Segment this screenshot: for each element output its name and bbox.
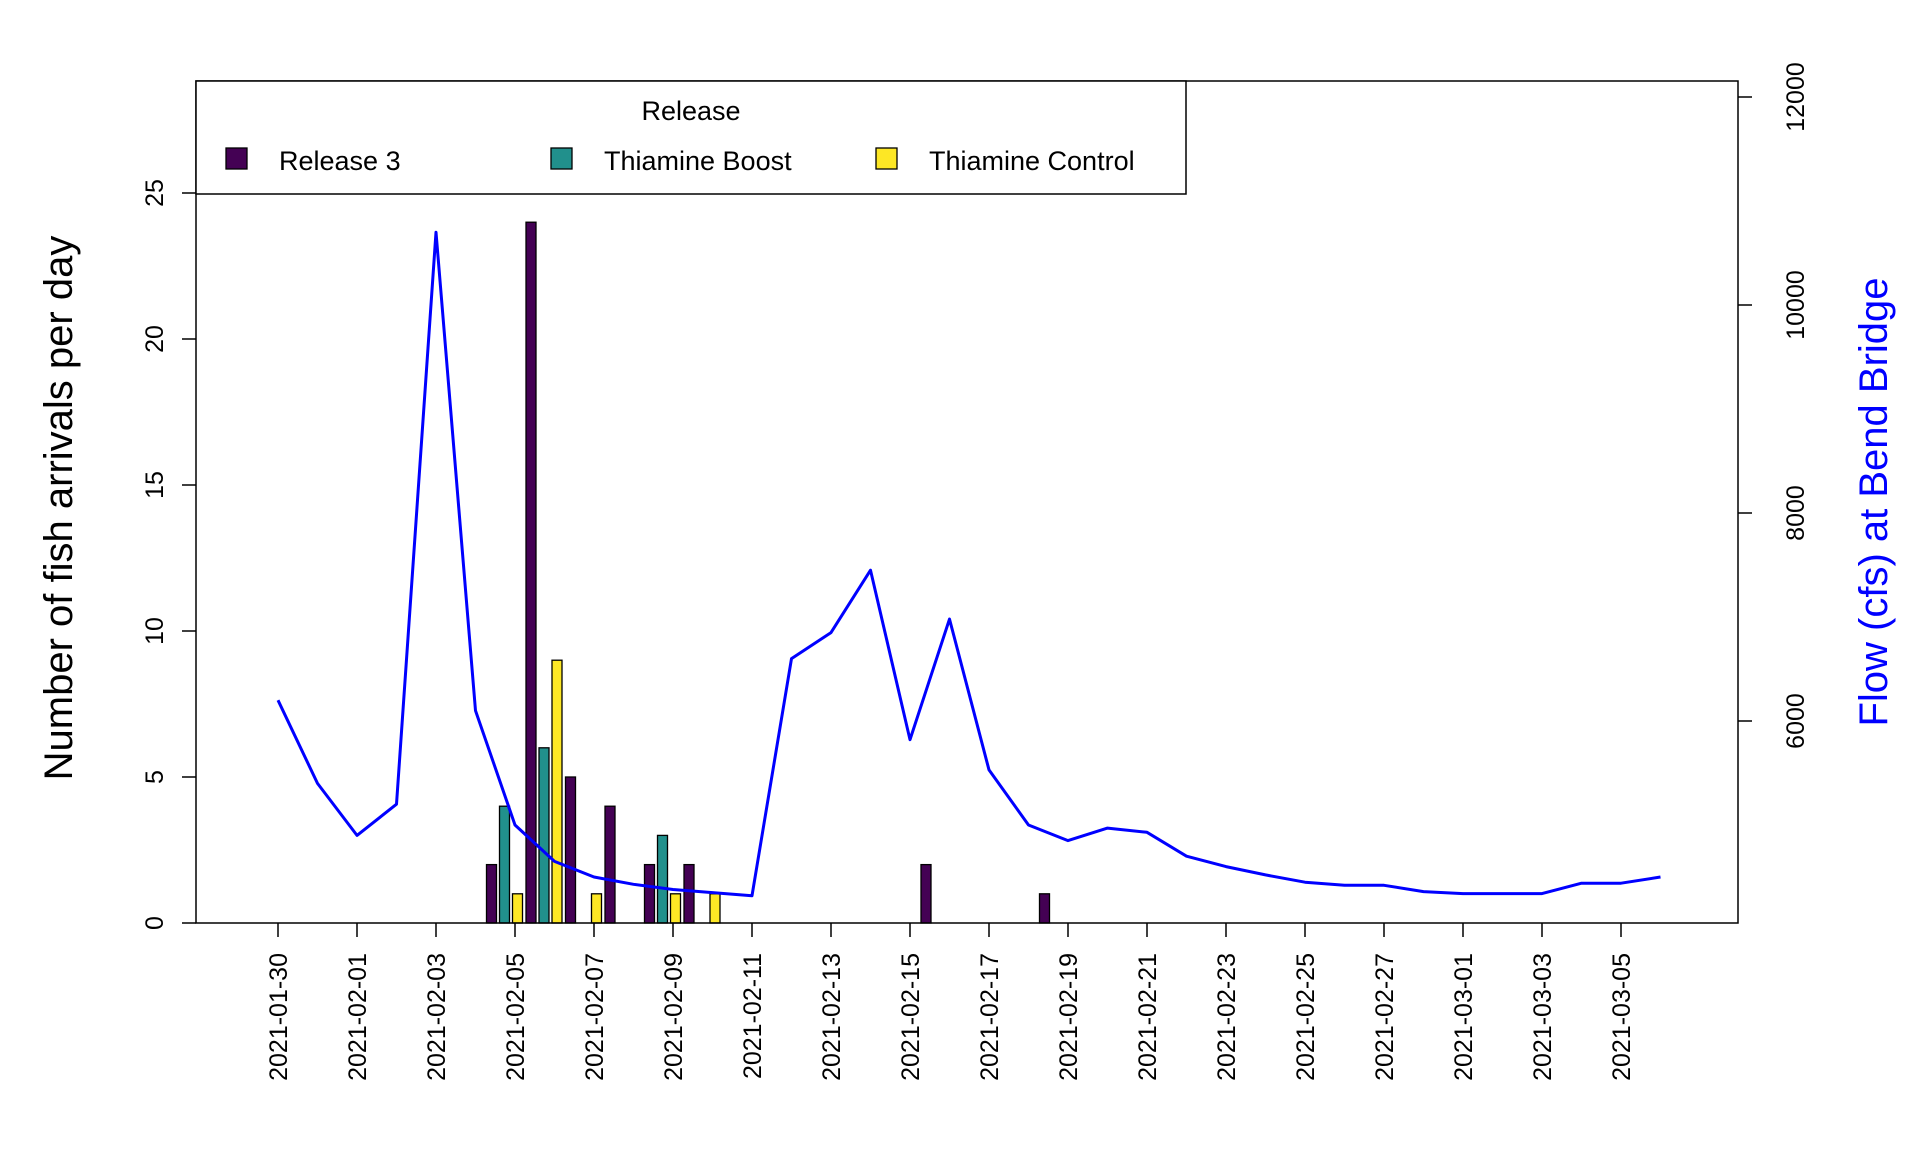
y-tick-label: 15 xyxy=(141,471,169,499)
legend-swatch-release-3 xyxy=(225,147,248,170)
y-tick-label: 20 xyxy=(141,325,169,353)
y-tick-label: 10 xyxy=(141,617,169,645)
legend-label-release-3: Release 3 xyxy=(279,146,401,176)
bar-thiamine-control-2021-02-03 xyxy=(551,659,563,924)
legend-swatch-thiamine-boost xyxy=(550,147,573,170)
x-tick-label: 2021-02-05 xyxy=(502,953,530,1081)
bar-thiamine-control-2021-02-04 xyxy=(590,893,603,924)
x-tick-label: 2021-02-23 xyxy=(1213,953,1241,1081)
axes-layer: 0 5 10 15 20 25 Number of fish arrivals per da… xyxy=(37,62,1896,1081)
y2-tick-label: 8000 xyxy=(1782,485,1810,541)
bar-thiamine-boost-2021-02-06 xyxy=(656,834,669,924)
x-tick-label: 2021-02-09 xyxy=(660,953,688,1081)
bar-release-3-2021-02-13 xyxy=(920,863,932,924)
bar-thiamine-boost-2021-02-03 xyxy=(538,747,550,924)
y-tick-label: 25 xyxy=(141,179,169,207)
x-tick-label: 2021-02-15 xyxy=(897,953,925,1081)
x-tick-label: 2021-02-07 xyxy=(581,953,609,1081)
bar-release-3-2021-02-04 xyxy=(564,776,577,924)
y2-tick-label: 12000 xyxy=(1782,62,1810,132)
y2-tick-label: 10000 xyxy=(1782,270,1810,340)
legend-label-thiamine-control: Thiamine Control xyxy=(929,146,1135,176)
bar-thiamine-control-2021-02-02 xyxy=(511,893,524,924)
x-tick-label: 2021-02-03 xyxy=(423,953,451,1081)
x-tick-label: 2021-02-01 xyxy=(344,953,372,1081)
bar-release-3-2021-02-07 xyxy=(683,863,695,924)
x-tick-label: 2021-02-13 xyxy=(818,953,846,1081)
flow-line xyxy=(276,230,1661,898)
x-tick-label: 2021-03-03 xyxy=(1529,953,1557,1081)
legend-label-thiamine-boost: Thiamine Boost xyxy=(604,146,792,176)
bar-thiamine-control-2021-02-06 xyxy=(669,893,682,924)
bar-release-3-2021-02-03 xyxy=(525,221,537,924)
bars-layer xyxy=(485,221,1051,924)
x-tick-label: 2021-02-25 xyxy=(1292,953,1320,1081)
y-tick-label: 0 xyxy=(141,916,169,930)
y2-tick-label: 6000 xyxy=(1782,693,1810,749)
x-tick-label: 2021-03-05 xyxy=(1608,953,1636,1081)
x-tick-label: 2021-02-19 xyxy=(1055,953,1083,1081)
y-axis-title: Number of fish arrivals per day xyxy=(37,236,81,781)
legend: Release Release 3 Thiamine Boost Thiamine C… xyxy=(195,80,1187,195)
bar-release-3-2021-02-05 xyxy=(604,805,616,924)
legend-swatch-thiamine-control xyxy=(875,147,898,170)
y2-axis-title: Flow (cfs) at Bend Bridge xyxy=(1852,277,1896,726)
y-tick-label: 5 xyxy=(141,770,169,784)
bar-release-3-2021-02-06 xyxy=(643,863,656,924)
x-tick-label: 2021-01-30 xyxy=(265,953,293,1081)
bar-thiamine-boost-2021-02-02 xyxy=(498,805,511,924)
x-tick-label: 2021-02-17 xyxy=(976,953,1004,1081)
legend-box xyxy=(195,80,1187,195)
bar-thiamine-control-2021-02-07 xyxy=(709,893,721,924)
x-tick-label: 2021-02-11 xyxy=(739,953,767,1079)
bar-release-3-2021-02-02 xyxy=(485,863,498,924)
legend-title: Release xyxy=(641,96,740,126)
plot-frame xyxy=(195,80,1739,924)
x-tick-label: 2021-02-21 xyxy=(1134,953,1162,1081)
x-tick-label: 2021-02-27 xyxy=(1371,953,1399,1081)
x-tick-label: 2021-03-01 xyxy=(1450,953,1478,1081)
flow-layer xyxy=(276,230,1661,898)
bar-release-3-2021-02-16 xyxy=(1038,893,1051,924)
